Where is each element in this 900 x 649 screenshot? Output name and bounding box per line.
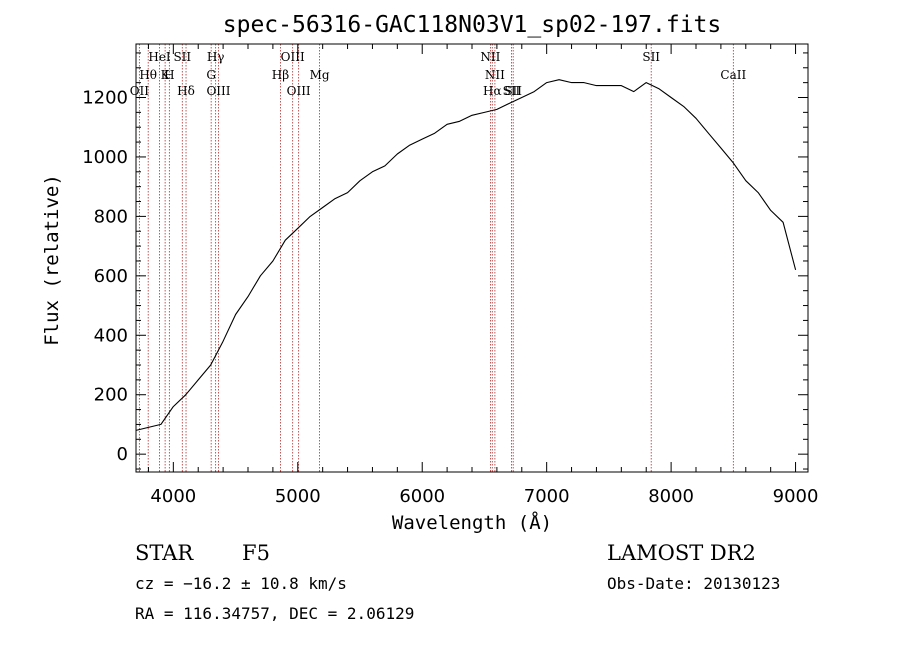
line-id-label: SII bbox=[504, 84, 522, 98]
line-id-label: G bbox=[206, 68, 216, 82]
object-class: STAR bbox=[135, 541, 194, 565]
x-tick-label: 7000 bbox=[524, 486, 570, 507]
obs-date: Obs-Date: 20130123 bbox=[607, 574, 780, 593]
x-tick-label: 8000 bbox=[648, 486, 694, 507]
plot-frame bbox=[135, 43, 809, 473]
y-tick-label: 0 bbox=[117, 444, 128, 465]
line-id-label: Hα bbox=[483, 84, 502, 98]
x-tick-label: 6000 bbox=[399, 486, 445, 507]
line-id-label: OII bbox=[130, 84, 150, 98]
object-subclass: F5 bbox=[242, 541, 270, 565]
x-tick-label: 9000 bbox=[773, 486, 819, 507]
y-tick-label: 1000 bbox=[82, 147, 128, 168]
line-id-label: SII bbox=[503, 84, 521, 98]
survey-label: LAMOST DR2 bbox=[607, 541, 756, 565]
line-id-label: Hγ bbox=[207, 50, 225, 64]
line-id-label: OIII bbox=[206, 84, 230, 98]
line-id-label: OIII bbox=[287, 84, 311, 98]
line-id-label: CaII bbox=[720, 68, 746, 82]
x-axis-label: Wavelength (Å) bbox=[392, 511, 552, 534]
line-id-label: H bbox=[164, 68, 174, 82]
line-id-label: HeI bbox=[148, 50, 171, 64]
y-tick-label: 400 bbox=[94, 325, 128, 346]
line-id-label: Hθ bbox=[139, 68, 157, 82]
line-id-label: SII bbox=[642, 50, 660, 64]
line-id-label: SII bbox=[173, 50, 191, 64]
y-tick-label: 1200 bbox=[82, 88, 128, 109]
redshift-cz: cz = −16.2 ± 10.8 km/s bbox=[135, 574, 347, 593]
plot-area: 4000 5000 6000 7000 8000 9000 0 200 400 600 800 100… bbox=[82, 43, 819, 507]
spectrum-series bbox=[135, 79, 797, 431]
y-tick-label: 600 bbox=[94, 266, 128, 287]
y-axis-label: Flux (relative) bbox=[41, 174, 63, 346]
line-id-label: Hβ bbox=[272, 68, 289, 82]
x-tick-label: 5000 bbox=[275, 486, 321, 507]
line-id-label: OIII bbox=[281, 50, 305, 64]
chart-title: spec-56316-GAC118N03V1_sp02-197.fits bbox=[223, 12, 722, 38]
y-tick-label: 200 bbox=[94, 385, 128, 406]
coordinates: RA = 116.34757, DEC = 2.06129 bbox=[135, 604, 414, 623]
line-id-label: NII bbox=[485, 68, 505, 82]
line-id-label: NII bbox=[480, 50, 500, 64]
line-id-label: Mg bbox=[310, 68, 330, 82]
line-id-label: Hδ bbox=[177, 84, 195, 98]
x-tick-label: 4000 bbox=[150, 486, 196, 507]
line-id-label: K bbox=[161, 68, 171, 82]
y-tick-label: 800 bbox=[94, 206, 128, 227]
